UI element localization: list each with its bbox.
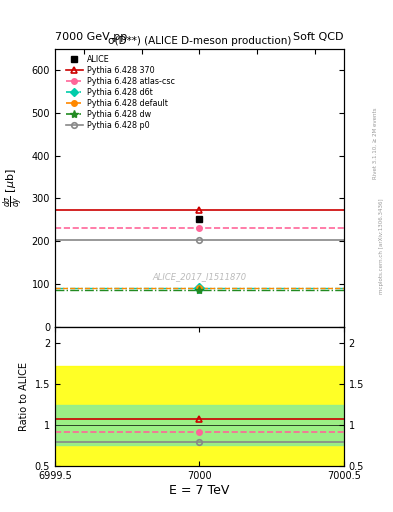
Text: 7000 GeV pp: 7000 GeV pp	[55, 32, 127, 42]
Bar	[55, 366, 344, 466]
Text: Rivet 3.1.10, ≥ 2M events: Rivet 3.1.10, ≥ 2M events	[373, 108, 378, 179]
Title: σ(D**) (ALICE D-meson production): σ(D**) (ALICE D-meson production)	[108, 36, 291, 47]
Text: ALICE_2017_I1511870: ALICE_2017_I1511870	[152, 272, 246, 281]
Y-axis label: $\frac{d\sigma}{dy}$ [$\mu$b]: $\frac{d\sigma}{dy}$ [$\mu$b]	[2, 168, 26, 207]
X-axis label: E = 7 TeV: E = 7 TeV	[169, 483, 230, 497]
Text: mcplots.cern.ch [arXiv:1306.3436]: mcplots.cern.ch [arXiv:1306.3436]	[379, 198, 384, 293]
Y-axis label: Ratio to ALICE: Ratio to ALICE	[19, 362, 29, 431]
Legend: ALICE, Pythia 6.428 370, Pythia 6.428 atlas-csc, Pythia 6.428 d6t, Pythia 6.428 : ALICE, Pythia 6.428 370, Pythia 6.428 at…	[65, 54, 175, 131]
Text: Soft QCD: Soft QCD	[294, 32, 344, 42]
Bar	[55, 404, 344, 445]
